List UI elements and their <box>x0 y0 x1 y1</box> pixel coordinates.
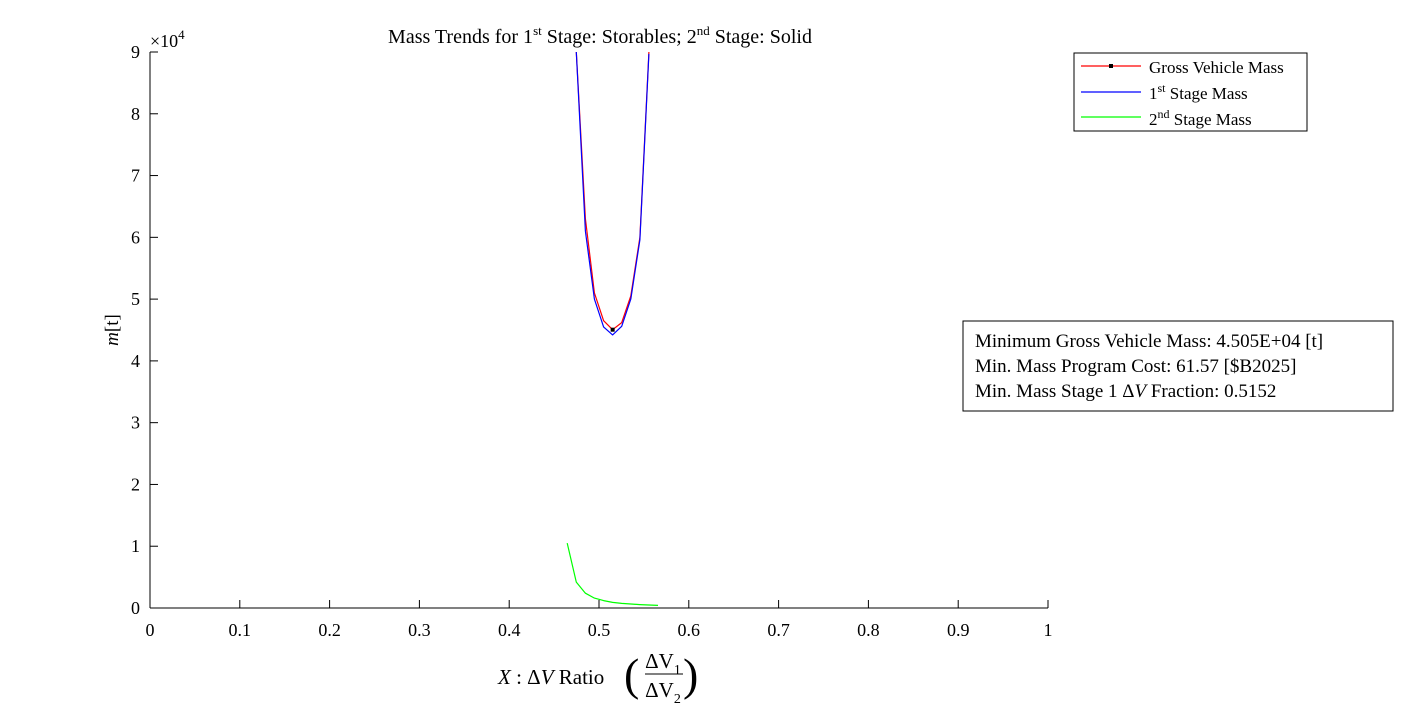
x-ticks: 0 0.1 0.2 0.3 0.4 0.5 0.6 0.7 0.8 0.9 1 <box>146 600 1053 640</box>
y-tick-label: 1 <box>131 536 140 556</box>
annotation-line-min-gross-mass: Minimum Gross Vehicle Mass: 4.505E+04 [t… <box>975 331 1323 352</box>
x-tick-label: 0.6 <box>678 620 701 640</box>
svg-text:X : ΔV Ratio: X : ΔV Ratio <box>497 665 604 689</box>
x-tick-label: 0.8 <box>857 620 880 640</box>
y-tick-label: 3 <box>131 413 140 433</box>
legend-entry-2nd-stage-mass: 2nd Stage Mass <box>1081 107 1252 129</box>
annotation-line-dv-fraction: Min. Mass Stage 1 ΔV Fraction: 0.5152 <box>975 381 1276 402</box>
annotation-box: Minimum Gross Vehicle Mass: 4.505E+04 [t… <box>962 320 1394 412</box>
min-mass-marker <box>610 327 615 332</box>
x-tick-label: 0.9 <box>947 620 970 640</box>
series-line-gross-vehicle-mass <box>575 51 650 331</box>
x-label-denominator: ΔV2 <box>645 678 681 707</box>
x-tick-label: 0.5 <box>588 620 611 640</box>
y-axis-label: m[t] <box>102 314 123 346</box>
x-tick-label: 0.7 <box>767 620 790 640</box>
x-label-close-paren: ) <box>683 649 698 700</box>
svg-text:2nd Stage Mass: 2nd Stage Mass <box>1149 107 1252 129</box>
annotation-frame <box>962 320 1394 412</box>
svg-text:1st Stage Mass: 1st Stage Mass <box>1149 81 1248 103</box>
x-axis-label: X : ΔV Ratio ( ΔV1 ΔV2 ) <box>497 649 698 707</box>
y-tick-label: 2 <box>131 474 140 494</box>
legend-entry-1st-stage-mass: 1st Stage Mass <box>1081 81 1248 103</box>
x-tick-label: 0.1 <box>229 620 252 640</box>
x-label-open-paren: ( <box>624 649 639 700</box>
y-tick-label: 0 <box>131 598 140 618</box>
chart-title: Mass Trends for 1st Stage: Storables; 2n… <box>388 23 812 48</box>
series-line-1st-stage-mass <box>575 51 650 336</box>
svg-text:Gross Vehicle Mass: Gross Vehicle Mass <box>1149 58 1284 77</box>
y-tick-label: 9 <box>131 42 140 62</box>
legend: Gross Vehicle Mass 1st Stage Mass 2nd St… <box>1073 52 1308 132</box>
x-tick-label: 1 <box>1044 620 1053 640</box>
y-ticks: 0 1 2 3 4 5 6 7 8 9 <box>131 42 158 618</box>
x-tick-label: 0 <box>146 620 155 640</box>
x-tick-label: 0.2 <box>318 620 341 640</box>
y-tick-label: 6 <box>131 227 140 247</box>
x-label-numerator: ΔV1 <box>645 649 681 678</box>
annotation-line-program-cost: Min. Mass Program Cost: 61.57 [$B2025] <box>975 356 1296 377</box>
legend-entry-gross-vehicle-mass: Gross Vehicle Mass <box>1081 58 1284 77</box>
y-tick-label: 5 <box>131 289 140 309</box>
plot-area <box>566 51 659 606</box>
x-tick-label: 0.4 <box>498 620 521 640</box>
y-tick-label: 4 <box>131 351 140 371</box>
y-exponent-label: ×104 <box>150 27 185 51</box>
series-line-2nd-stage-mass <box>566 542 659 606</box>
y-tick-label: 7 <box>131 166 140 186</box>
legend-marker <box>1109 64 1113 68</box>
y-tick-label: 8 <box>131 104 140 124</box>
x-tick-label: 0.3 <box>408 620 431 640</box>
axes <box>149 52 1048 609</box>
